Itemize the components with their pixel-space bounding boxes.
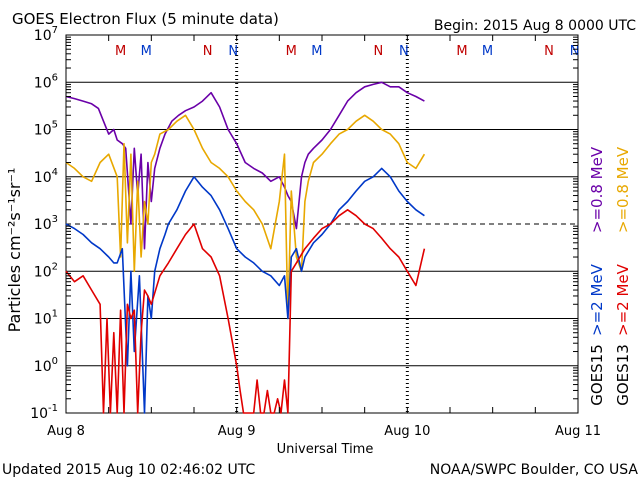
y-tick-label: 106 [34,72,58,91]
series-line [65,209,426,414]
legend-entry: >=2 MeV [614,263,632,336]
series-line [65,81,425,250]
satellite-marker: M [456,44,467,59]
satellite-marker: N [228,44,238,59]
series-line [65,167,425,414]
y-tick-label: 101 [34,309,58,328]
footer-credit: NOAA/SWPC Boulder, CO USA [430,462,639,478]
series-lines [65,81,426,414]
legend: >=0.8 MeV >=0.8 MeV >=2 MeV >=2 MeV GOES13 GO… [588,146,632,406]
legend-entry: >=0.8 MeV [588,146,606,233]
satellite-marker: N [399,44,409,59]
x-tick-label: Aug 8 [47,424,85,439]
x-tick-label: Aug 10 [384,424,430,439]
y-axis: 10-1 100 101 102 103 104 105 106 107 [30,25,578,422]
y-tick-label: 107 [34,25,58,44]
satellite-marker: N [570,44,580,59]
satellite-marker: N [544,44,554,59]
satellite-marker: N [203,44,213,59]
satellite-marker: M [141,44,152,59]
legend-entry: >=0.8 MeV [614,146,632,233]
y-tick-label: 100 [34,356,58,375]
y-tick-label: 104 [34,167,58,186]
satellite-marker: M [115,44,126,59]
satellite-marker: M [286,44,297,59]
y-axis-label: Particles cm⁻²s⁻¹sr⁻¹ [5,168,24,333]
x-tick-label: Aug 9 [218,424,256,439]
legend-entry: >=2 MeV [588,263,606,336]
chart-title: GOES Electron Flux (5 minute data) [12,10,279,28]
begin-label: Begin: 2015 Aug 8 0000 UTC [434,18,636,34]
footer-updated: Updated 2015 Aug 10 02:46:02 UTC [2,462,255,478]
y-tick-label: 103 [34,214,58,233]
satellite-marker: M [482,44,493,59]
y-tick-label: 10-1 [30,403,58,422]
x-axis: Aug 8 Aug 9 Aug 10 Aug 11 [47,35,601,439]
x-axis-label: Universal Time [277,442,374,457]
y-tick-label: 105 [34,120,58,139]
x-tick-label: Aug 11 [555,424,601,439]
legend-satellite: GOES15 [588,344,606,406]
satellite-marker: N [373,44,383,59]
satellite-marker: M [311,44,322,59]
legend-satellite: GOES13 [614,344,632,406]
y-tick-label: 102 [34,261,58,280]
series-line [65,114,426,320]
